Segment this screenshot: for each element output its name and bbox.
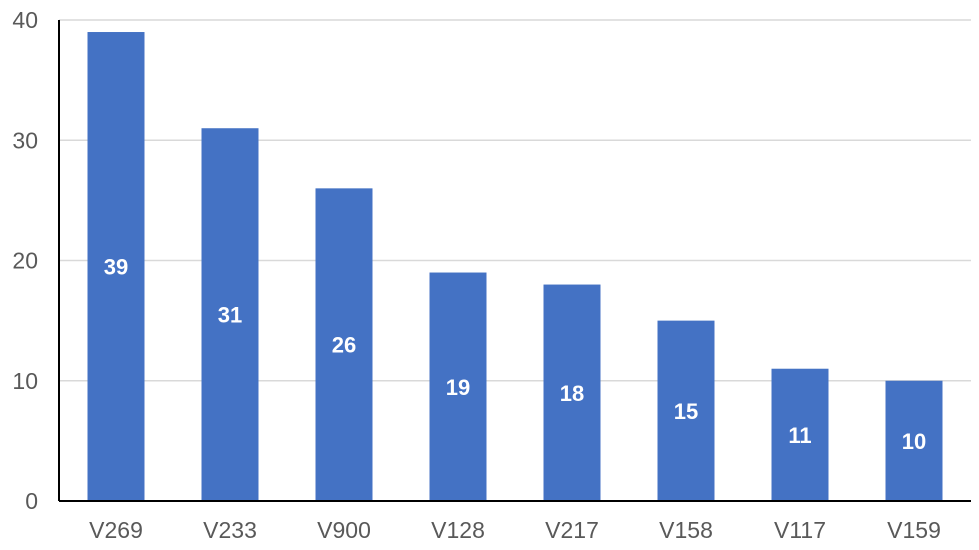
x-tick-label: V117 — [774, 517, 826, 543]
data-label: 31 — [218, 303, 242, 328]
y-tick-label: 20 — [12, 248, 38, 274]
x-tick-label: V233 — [203, 517, 257, 543]
data-labels: 39 31 26 19 18 15 11 10 — [104, 255, 926, 454]
x-tick-label: V159 — [887, 517, 941, 543]
x-tick-label: V158 — [659, 517, 713, 543]
data-label: 39 — [104, 255, 128, 280]
bar — [87, 32, 145, 502]
y-axis-tick-labels: 0 10 20 30 40 — [12, 7, 38, 514]
bar — [771, 368, 829, 501]
x-tick-label: V217 — [545, 517, 599, 543]
bars — [87, 32, 943, 502]
x-tick-label: V900 — [317, 517, 371, 543]
x-tick-label: V269 — [89, 517, 143, 543]
y-tick-label: 0 — [25, 488, 38, 514]
data-label: 11 — [788, 423, 811, 448]
bar — [315, 188, 373, 501]
bar — [885, 380, 943, 501]
x-tick-label: V128 — [431, 517, 485, 543]
data-label: 10 — [902, 429, 926, 454]
x-axis-category-labels: V269 V233 V900 V128 V217 V158 V117 V159 — [89, 517, 941, 543]
y-tick-label: 30 — [12, 127, 38, 153]
data-label: 18 — [560, 381, 584, 406]
y-tick-label: 40 — [12, 7, 38, 33]
gridlines — [59, 19, 971, 382]
data-label: 26 — [332, 333, 356, 358]
bar — [429, 272, 487, 501]
bar — [543, 284, 601, 501]
bar — [201, 128, 259, 501]
data-label: 19 — [446, 375, 470, 400]
bar — [657, 320, 715, 501]
axes — [58, 20, 971, 502]
data-label: 15 — [674, 399, 698, 424]
y-tick-label: 10 — [12, 368, 38, 394]
